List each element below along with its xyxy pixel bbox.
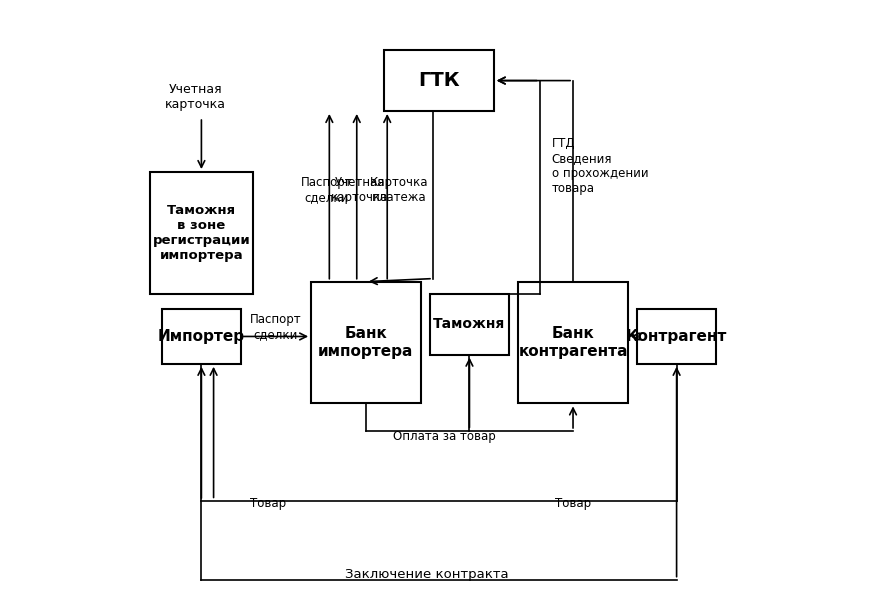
Text: Таможня: Таможня: [433, 317, 505, 331]
Text: ГТК: ГТК: [417, 71, 460, 90]
FancyBboxPatch shape: [161, 309, 240, 364]
FancyBboxPatch shape: [149, 172, 253, 294]
Text: Контрагент: Контрагент: [625, 329, 726, 344]
Text: Карточка
платежа: Карточка платежа: [370, 176, 428, 204]
FancyBboxPatch shape: [637, 309, 716, 364]
Text: Паспорт
сделки: Паспорт сделки: [250, 313, 302, 341]
Text: Оплата за товар: Оплата за товар: [393, 430, 496, 444]
FancyBboxPatch shape: [384, 50, 493, 111]
Text: Заключение контракта: Заключение контракта: [345, 567, 508, 581]
Text: Паспорт
сделки: Паспорт сделки: [300, 176, 352, 204]
Text: Учетная
карточка: Учетная карточка: [165, 83, 225, 111]
Text: Учетная
карточка: Учетная карточка: [331, 176, 389, 204]
FancyBboxPatch shape: [517, 282, 627, 403]
FancyBboxPatch shape: [430, 294, 509, 355]
Text: Импортер: Импортер: [158, 329, 245, 344]
Text: Товар: Товар: [250, 498, 286, 510]
Text: ГТД
Сведения
о прохождении
товара: ГТД Сведения о прохождении товара: [551, 137, 647, 195]
Text: Товар: Товар: [554, 498, 590, 510]
FancyBboxPatch shape: [310, 282, 420, 403]
Text: Банк
контрагента: Банк контрагента: [517, 326, 627, 359]
Text: Банк
импортера: Банк импортера: [317, 326, 413, 359]
Text: Таможня
в зоне
регистрации
импортера: Таможня в зоне регистрации импортера: [153, 204, 250, 262]
